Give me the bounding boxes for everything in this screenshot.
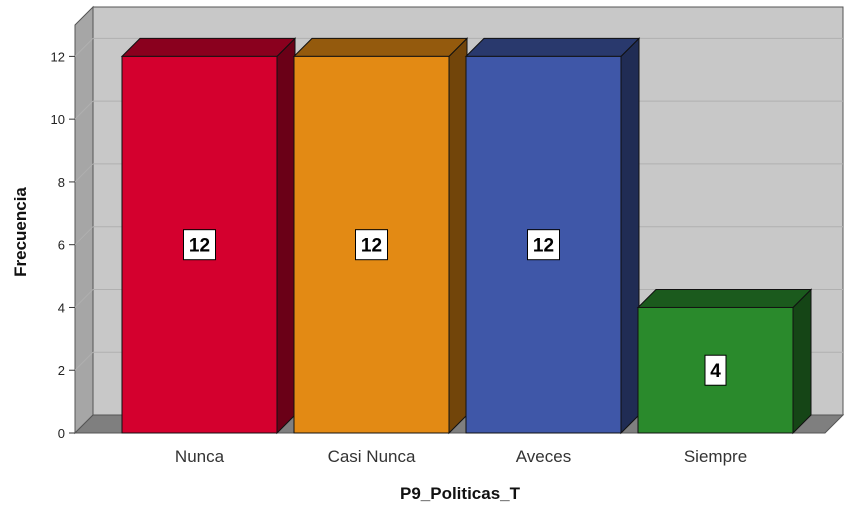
y-tick-label: 8 xyxy=(58,175,65,190)
bar-side xyxy=(620,37,640,435)
bar-siempre: 4 xyxy=(636,288,813,435)
x-tick-label: Siempre xyxy=(684,447,747,466)
gridline-side xyxy=(74,289,94,308)
data-label-box xyxy=(704,354,727,386)
bar-side xyxy=(792,288,812,435)
data-label-box xyxy=(355,229,388,261)
bar-top xyxy=(464,37,641,57)
gridline-side xyxy=(74,226,94,246)
bar-top xyxy=(636,288,813,308)
y-tick-label: 12 xyxy=(51,49,65,64)
bar-side xyxy=(448,37,468,435)
y-tick-label: 0 xyxy=(58,426,65,441)
bar-nunca: 12 xyxy=(120,37,297,435)
bar-aveces: 12 xyxy=(464,37,641,435)
bar-top xyxy=(120,37,297,57)
data-label: 12 xyxy=(189,236,210,257)
data-label: 12 xyxy=(361,236,382,257)
y-axis-title: Frecuencia xyxy=(11,187,30,277)
y-tick-label: 10 xyxy=(51,112,65,127)
x-tick-label: Aveces xyxy=(516,447,571,466)
bars: 12 12 12 4 xyxy=(120,37,813,435)
gridline-side xyxy=(74,38,94,57)
x-axis: Nunca Casi Nunca Aveces Siempre xyxy=(175,447,747,466)
y-axis: 0 2 4 6 8 10 12 xyxy=(51,49,75,441)
side-wall xyxy=(74,5,94,435)
bar-casi-nunca: 12 xyxy=(292,37,469,435)
y-tick-label: 4 xyxy=(58,300,65,315)
x-tick-label: Nunca xyxy=(175,447,225,466)
data-label: 4 xyxy=(710,361,721,382)
bar-side xyxy=(276,37,296,435)
x-tick-label: Casi Nunca xyxy=(328,447,416,466)
data-label-box xyxy=(527,229,560,261)
gridline-side xyxy=(74,351,94,371)
y-tick-label: 6 xyxy=(58,238,65,253)
data-label-box xyxy=(183,229,216,261)
y-tick-label: 2 xyxy=(58,363,65,378)
data-label: 12 xyxy=(533,236,554,257)
gridline-side xyxy=(74,163,94,183)
bar-top xyxy=(292,37,469,57)
x-axis-title: P9_Politicas_T xyxy=(400,484,521,503)
gridline-side xyxy=(74,100,94,120)
